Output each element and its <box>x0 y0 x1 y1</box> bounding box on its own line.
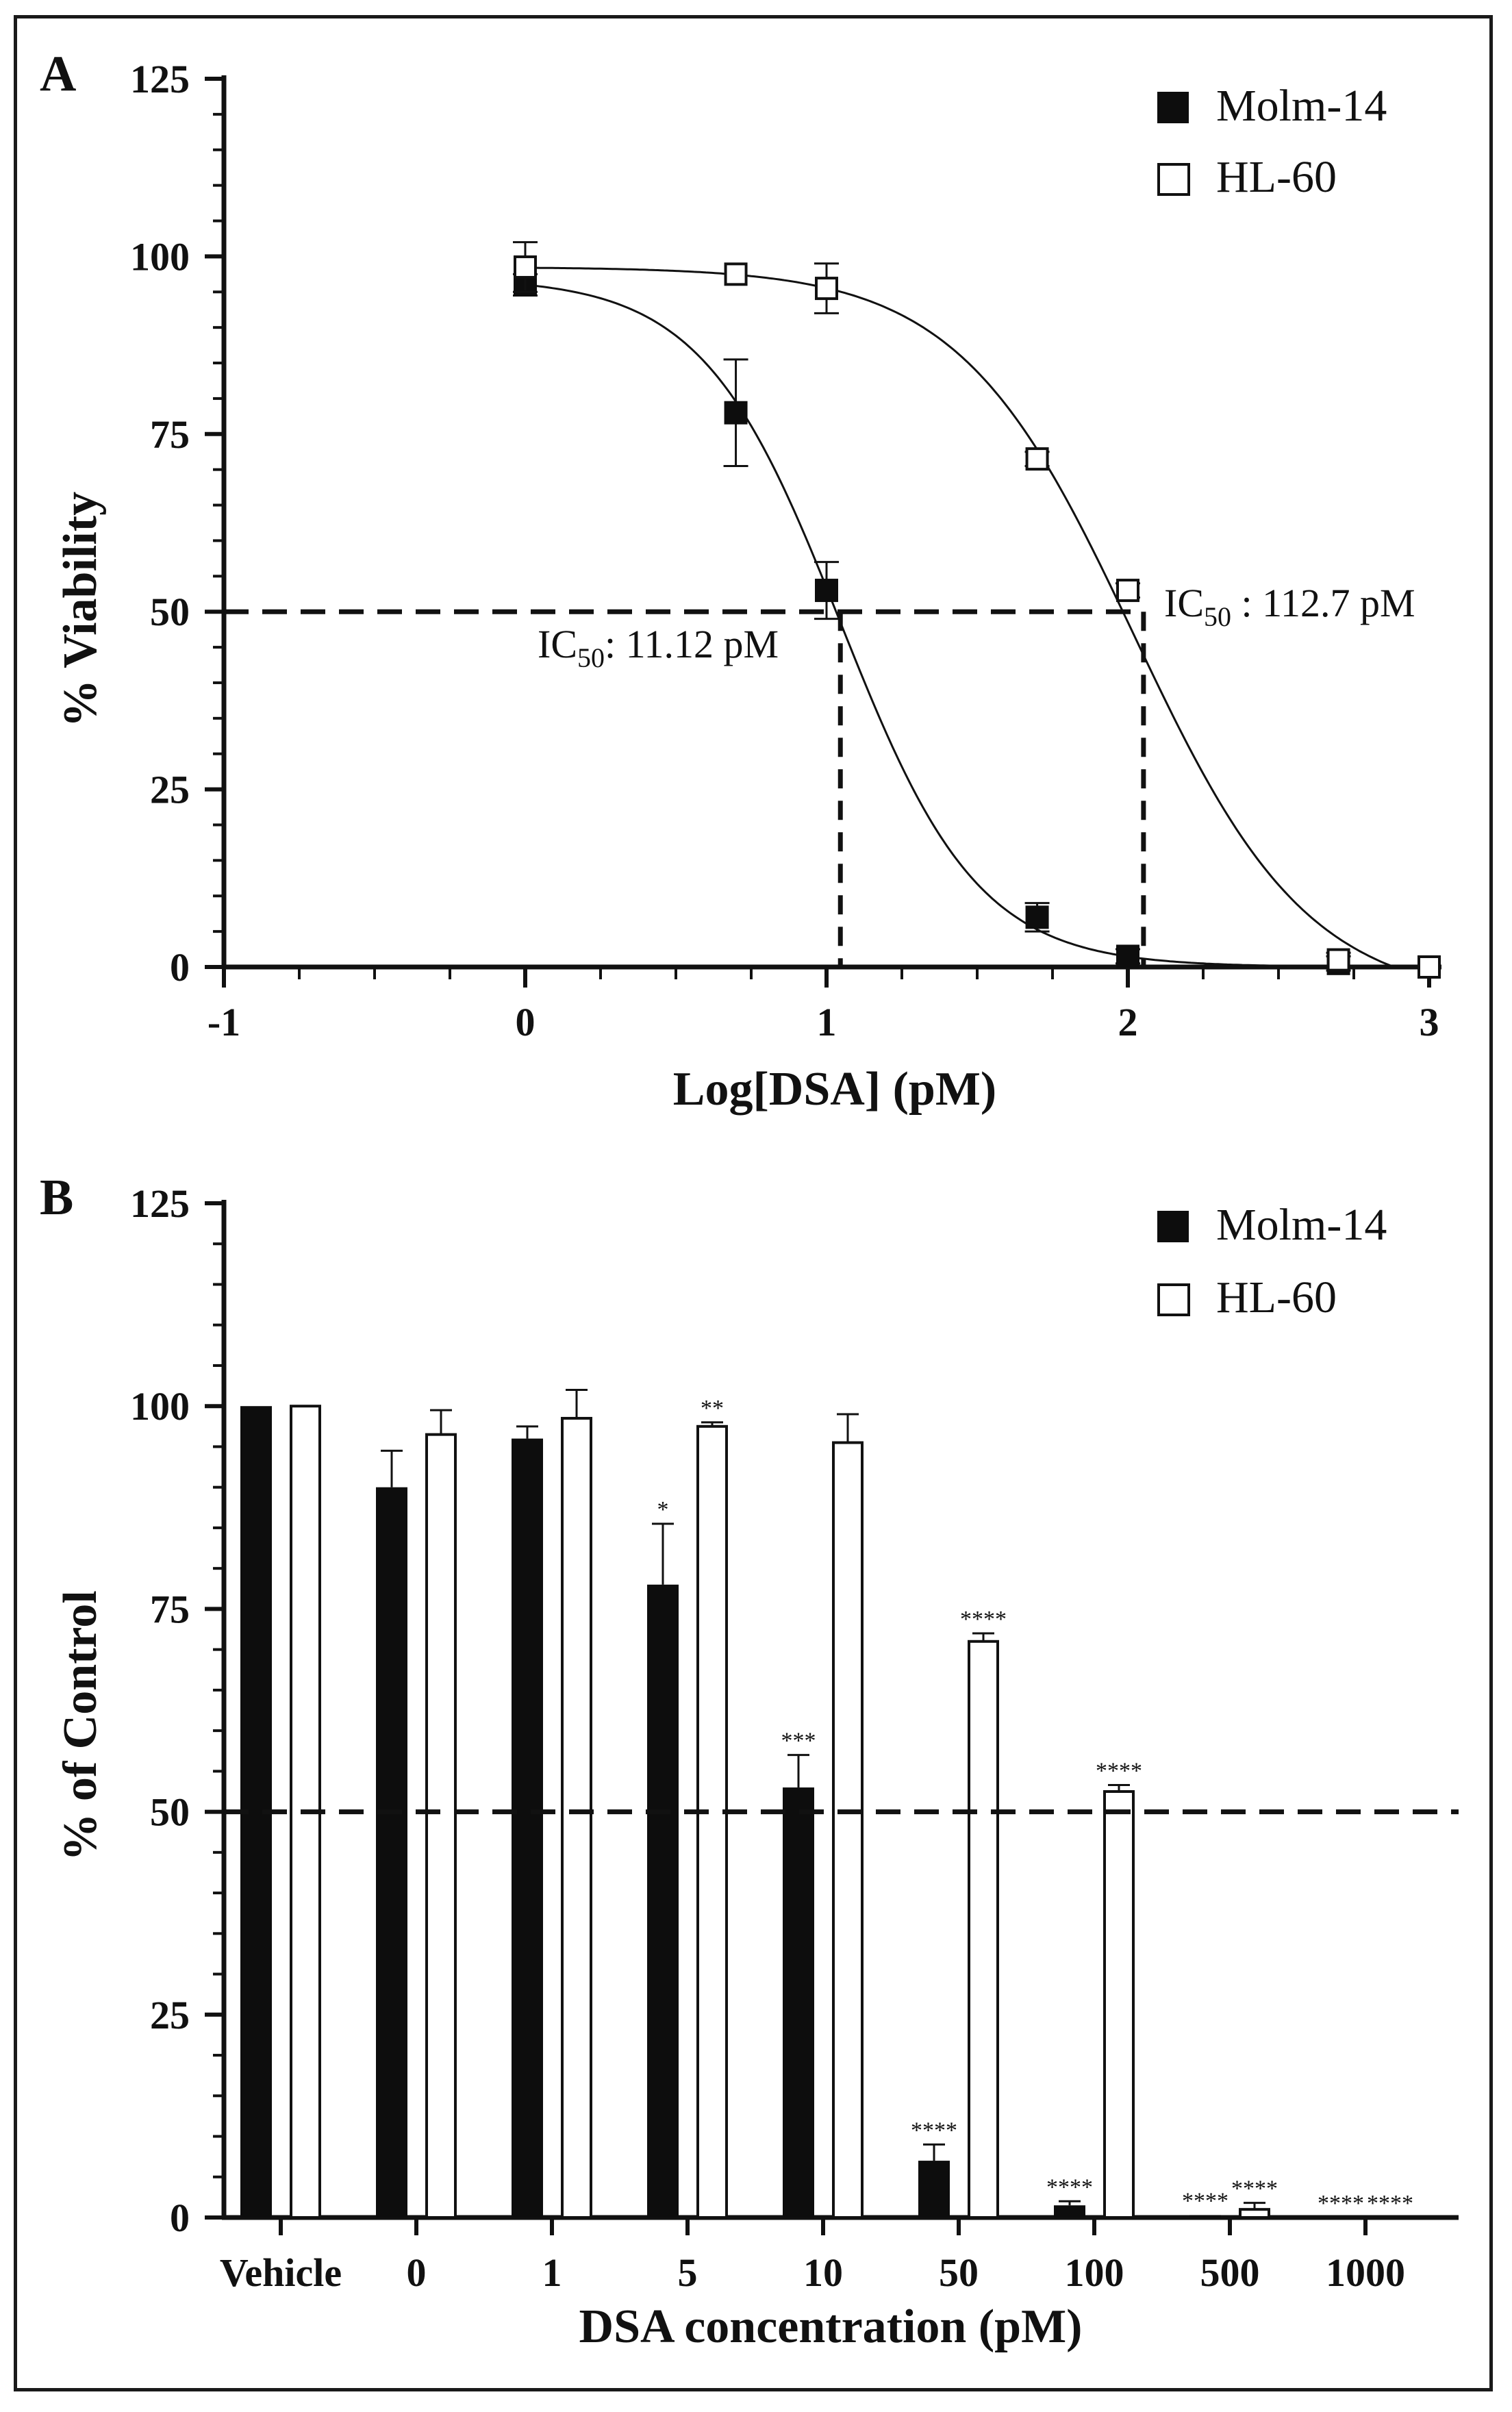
significance-label: **** <box>1367 2191 1413 2216</box>
panel-b-label: B <box>40 1170 73 1226</box>
ic50-hl60-prefix: IC <box>1164 581 1204 625</box>
bar-hl60-100 <box>1103 1789 1135 2219</box>
fit-curve-molm14 <box>525 284 1429 968</box>
y-tick-label-a: 75 <box>150 412 190 457</box>
data-point-hl60 <box>1116 579 1139 603</box>
x-tick-label-b: Vehicle <box>220 2250 342 2295</box>
bar-molm14-1 <box>512 1438 543 2218</box>
x-tick-label-b: 500 <box>1200 2250 1260 2295</box>
bar-molm14-50 <box>918 2161 950 2218</box>
bar-molm14-100 <box>1054 2205 1085 2218</box>
legend-a-molm14-swatch <box>1157 92 1189 123</box>
legend-b-molm14-label: Molm-14 <box>1216 1200 1387 1250</box>
ic50-molm14-sub: 50 <box>577 642 605 673</box>
panel-b-legend: Molm-14 HL-60 <box>1157 1200 1387 1322</box>
panel-a-label: A <box>40 46 76 102</box>
y-tick-label-a: 125 <box>130 57 190 101</box>
x-tick-label-b: 1000 <box>1326 2250 1405 2295</box>
significance-label: *** <box>781 1729 816 1754</box>
data-point-hl60 <box>1025 447 1049 471</box>
bar-hl60-50 <box>968 1640 999 2219</box>
bar-molm14-5 <box>647 1584 679 2218</box>
legend-b-hl60-swatch <box>1157 1283 1190 1316</box>
x-tick-label-a: -1 <box>207 1000 240 1044</box>
significance-label: **** <box>911 2118 957 2143</box>
y-tick-label-a: 0 <box>170 945 190 990</box>
x-tick-label-b: 100 <box>1065 2250 1124 2295</box>
bar-hl60-500 <box>1239 2208 1270 2220</box>
panel-b-y-axis-label: % of Control <box>54 1590 107 1861</box>
data-point-molm14 <box>815 579 838 603</box>
x-tick-label-b: 0 <box>407 2250 427 2295</box>
data-point-hl60 <box>724 262 748 286</box>
y-tick-label-b: 125 <box>130 1181 190 1226</box>
legend-a-hl60-swatch <box>1157 163 1190 196</box>
data-point-hl60 <box>815 277 838 301</box>
x-tick-label-b: 1 <box>542 2250 562 2295</box>
significance-label: ** <box>701 1396 724 1421</box>
bar-hl60-1 <box>561 1416 592 2219</box>
significance-label: **** <box>1318 2191 1364 2216</box>
significance-label: **** <box>960 1607 1007 1632</box>
y-tick-label-b: 75 <box>150 1587 190 1631</box>
significance-label: * <box>657 1497 669 1522</box>
significance-label: **** <box>1046 2174 1093 2200</box>
y-tick-label-b: 100 <box>130 1384 190 1429</box>
significance-label: **** <box>1096 1759 1142 1784</box>
data-point-molm14 <box>1116 944 1139 968</box>
x-tick-label-a: 1 <box>817 1000 837 1044</box>
x-tick-label-a: 0 <box>516 1000 536 1044</box>
panel-a-legend: Molm-14 HL-60 <box>1157 81 1387 202</box>
x-tick-label-a: 2 <box>1118 1000 1138 1044</box>
bar-molm14-0 <box>376 1487 407 2218</box>
legend-b-molm14-swatch <box>1157 1211 1189 1242</box>
data-point-hl60 <box>1326 948 1350 972</box>
x-tick-label-b: 5 <box>678 2250 698 2295</box>
bar-hl60-5 <box>696 1424 728 2220</box>
legend-a-hl60-label: HL-60 <box>1216 152 1337 202</box>
significance-label: **** <box>1182 2188 1228 2213</box>
bar-molm14-500 <box>1189 2215 1221 2218</box>
ic50-hl60-sub: 50 <box>1204 601 1231 632</box>
data-point-molm14 <box>1025 905 1049 929</box>
y-tick-label-b: 25 <box>150 1993 190 2037</box>
data-point-hl60 <box>514 255 537 279</box>
bar-hl60-0 <box>425 1433 457 2219</box>
significance-label: **** <box>1231 2176 1278 2202</box>
y-tick-label-a: 100 <box>130 234 190 279</box>
fit-curve-hl60 <box>525 266 1394 968</box>
bar-molm14-10 <box>783 1787 814 2218</box>
ic50-annotation-molm14: IC50: 11.12 pM <box>538 622 779 673</box>
bar-hl60-10 <box>832 1441 864 2220</box>
panel-a-x-axis-label: Log[DSA] (pM) <box>673 1063 996 1116</box>
panel-a-y-axis-label: % Viability <box>54 492 107 727</box>
ic50-annotation-hl60: IC50 : 112.7 pM <box>1164 581 1415 632</box>
y-tick-label-a: 50 <box>150 590 190 634</box>
ic50-hl60-value: : 112.7 pM <box>1231 581 1415 625</box>
panel-b-x-axis-label: DSA concentration (pM) <box>579 2300 1083 2353</box>
x-tick-label-a: 3 <box>1420 1000 1439 1044</box>
legend-b-hl60-label: HL-60 <box>1216 1272 1337 1322</box>
x-tick-label-b: 50 <box>939 2250 979 2295</box>
panel-a-plot: 0 25 50 75 100 125 -1 0 1 2 3 <box>130 57 1441 1044</box>
legend-a-molm14-label: Molm-14 <box>1216 81 1387 131</box>
ic50-molm14-prefix: IC <box>538 622 577 666</box>
y-tick-label-b: 0 <box>170 2196 190 2240</box>
ic50-molm14-value: : 11.12 pM <box>605 622 779 666</box>
x-tick-label-b: 10 <box>803 2250 843 2295</box>
data-point-molm14 <box>724 401 748 425</box>
y-tick-label-a: 25 <box>150 768 190 812</box>
data-point-hl60 <box>1418 955 1441 979</box>
y-tick-label-b: 50 <box>150 1790 190 1835</box>
